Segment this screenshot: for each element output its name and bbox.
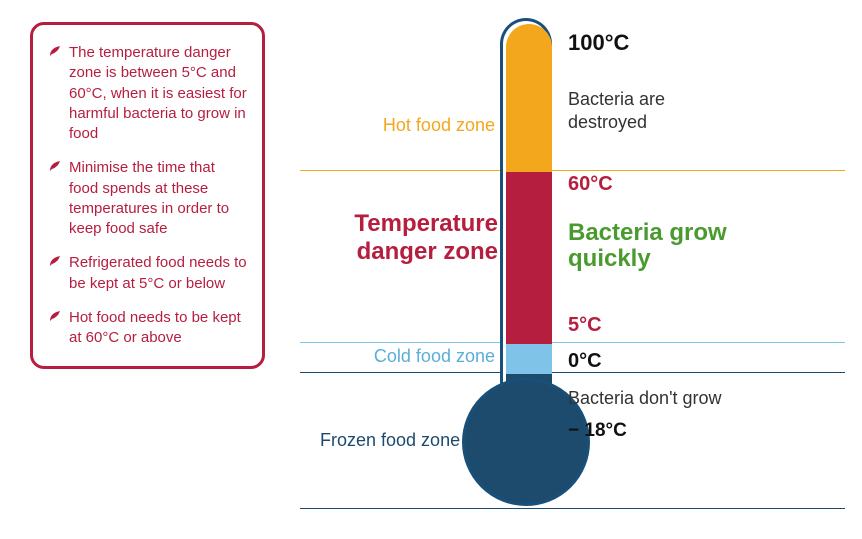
zone-label-danger: Temperature danger zone xyxy=(300,210,498,265)
info-item-text: Refrigerated food needs to be kept at 5°… xyxy=(69,254,247,291)
temp-label-5: 5°C xyxy=(568,314,602,337)
zone-divider-base xyxy=(300,508,845,509)
zone-segment-danger xyxy=(506,172,552,344)
info-item: Refrigerated food needs to be kept at 5°… xyxy=(49,253,248,294)
info-item: Minimise the time that food spends at th… xyxy=(49,158,248,239)
zone-segment-hot xyxy=(506,24,552,172)
info-item-text: Hot food needs to be kept at 60°C or abo… xyxy=(69,309,241,346)
thermometer-diagram: Hot food zone Temperature danger zone Co… xyxy=(300,10,850,530)
zone-label-frozen: Frozen food zone xyxy=(320,430,460,451)
info-item-text: Minimise the time that food spends at th… xyxy=(69,159,229,237)
leaf-bullet-icon xyxy=(49,310,61,322)
thermometer-icon xyxy=(500,18,552,518)
zone-label-hot: Hot food zone xyxy=(360,115,495,136)
leaf-bullet-icon xyxy=(49,160,61,172)
desc-bacteria-grow: Bacteria grow quickly xyxy=(568,220,768,273)
zone-segment-cold xyxy=(506,344,552,374)
temp-label-minus18: − 18°C xyxy=(568,420,627,442)
info-item-text: The temperature danger zone is between 5… xyxy=(69,44,247,142)
info-item: Hot food needs to be kept at 60°C or abo… xyxy=(49,308,248,349)
info-list: The temperature danger zone is between 5… xyxy=(49,43,248,348)
desc-bacteria-dontgrow: Bacteria don't grow xyxy=(568,388,722,409)
zone-label-cold: Cold food zone xyxy=(350,346,495,367)
info-item: The temperature danger zone is between 5… xyxy=(49,43,248,144)
zone-divider-cold xyxy=(300,342,845,343)
leaf-bullet-icon xyxy=(49,45,61,57)
temp-label-0: 0°C xyxy=(568,350,602,373)
info-box: The temperature danger zone is between 5… xyxy=(30,22,265,369)
zone-divider-hot xyxy=(300,170,845,171)
desc-bacteria-destroyed: Bacteria are destroyed xyxy=(568,88,748,133)
temp-label-100: 100°C xyxy=(568,30,629,56)
leaf-bullet-icon xyxy=(49,255,61,267)
temp-label-60: 60°C xyxy=(568,173,613,196)
thermometer-tube xyxy=(500,18,552,408)
